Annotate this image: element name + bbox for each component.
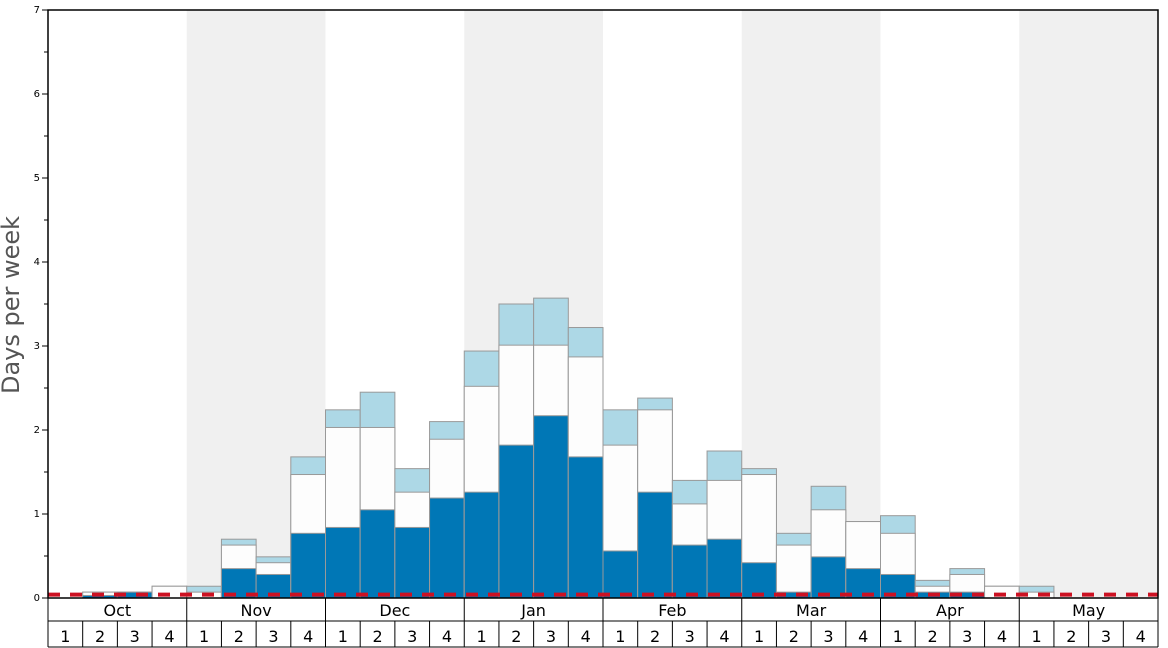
bar	[533, 415, 569, 599]
week-label: 1	[615, 627, 625, 646]
bar	[706, 538, 743, 599]
week-label: 3	[823, 627, 833, 646]
week-label: 3	[962, 627, 972, 646]
week-label: 4	[303, 627, 313, 646]
week-label: 2	[511, 627, 521, 646]
week-label: 2	[789, 627, 799, 646]
y-tick-label: 2	[34, 425, 40, 436]
month-label-may: May	[1072, 601, 1105, 620]
bar	[498, 444, 535, 599]
bar	[394, 526, 431, 599]
bar	[637, 491, 673, 599]
y-tick-label: 3	[34, 341, 40, 352]
y-tick-label: 1	[34, 509, 40, 520]
week-label: 2	[927, 627, 937, 646]
y-tick-label: 5	[34, 173, 40, 184]
week-label: 1	[754, 627, 764, 646]
bar	[463, 491, 500, 599]
bar	[429, 497, 465, 599]
bar	[602, 550, 639, 599]
bar	[741, 562, 777, 599]
y-axis: 0 1 2 3 4 5 6 7	[34, 5, 48, 604]
bar	[359, 509, 396, 599]
plot-frame	[47, 9, 1159, 599]
week-label: 3	[130, 627, 140, 646]
y-tick-label: 7	[34, 5, 40, 16]
week-label: 1	[1032, 627, 1042, 646]
month-label-jan: Jan	[520, 601, 546, 620]
bar	[810, 556, 847, 599]
week-label: 3	[1101, 627, 1111, 646]
week-label: 2	[372, 627, 382, 646]
week-label: 1	[60, 627, 70, 646]
x-axis: Oct 1 2 3 4 Nov 1 2 3 4 Dec 1 2 3 4 Jan 1 2 3 4 Feb 1 2 3 4 Mar 1 2…	[47, 598, 1159, 648]
week-label: 3	[407, 627, 417, 646]
week-label: 2	[95, 627, 105, 646]
y-axis-title: Days per week	[0, 216, 25, 394]
week-label: 4	[719, 627, 729, 646]
bars-group	[82, 297, 1055, 599]
month-label-dec: Dec	[379, 601, 410, 620]
month-label-feb: Feb	[658, 601, 686, 620]
week-label: 3	[685, 627, 695, 646]
y-tick-label: 0	[34, 593, 40, 604]
week-label: 2	[650, 627, 660, 646]
week-label: 4	[442, 627, 452, 646]
week-label: 4	[164, 627, 174, 646]
week-label: 4	[1136, 627, 1146, 646]
shade-may	[1019, 10, 1158, 598]
bar	[567, 456, 604, 599]
y-tick-label: 4	[34, 257, 40, 268]
week-label: 4	[858, 627, 868, 646]
week-label: 2	[1066, 627, 1076, 646]
week-label: 4	[581, 627, 591, 646]
week-label: 3	[268, 627, 278, 646]
month-label-oct: Oct	[104, 601, 132, 620]
week-label: 1	[477, 627, 487, 646]
month-label-apr: Apr	[936, 601, 964, 620]
week-label: 4	[997, 627, 1007, 646]
bar	[775, 544, 812, 599]
y-tick-label: 6	[34, 89, 40, 100]
week-label: 1	[338, 627, 348, 646]
bar	[290, 532, 326, 599]
week-label: 2	[234, 627, 244, 646]
week-label: 1	[893, 627, 903, 646]
week-label: 3	[546, 627, 556, 646]
bar	[671, 544, 708, 599]
bar	[325, 526, 361, 599]
month-label-nov: Nov	[241, 601, 272, 620]
month-label-mar: Mar	[796, 601, 827, 620]
week-label: 1	[199, 627, 209, 646]
